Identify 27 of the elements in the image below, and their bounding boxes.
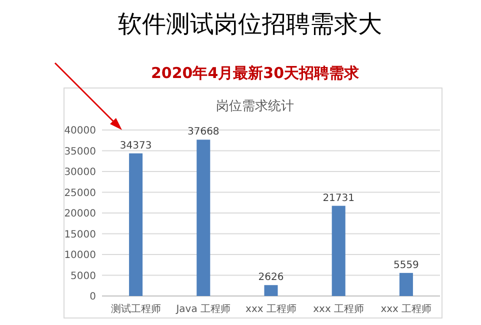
x-tick-label: 测试工程师 — [110, 303, 161, 315]
bar — [399, 272, 413, 296]
y-tick-label: 25000 — [64, 188, 96, 199]
x-tick-label: Java 工程师 — [175, 304, 231, 315]
bar — [332, 206, 346, 296]
x-tick-label: xxx 工程师 — [380, 304, 432, 315]
y-tick-label: 20000 — [64, 208, 96, 220]
data-label: 2626 — [258, 272, 284, 284]
y-tick-label: 40000 — [64, 126, 96, 136]
y-tick-label: 0 — [90, 292, 96, 302]
y-tick-label: 10000 — [64, 250, 96, 261]
bar — [196, 140, 210, 296]
bar — [129, 153, 143, 296]
x-tick-label: xxx 工程师 — [246, 304, 296, 315]
data-label: 21731 — [322, 192, 355, 204]
data-label: 37668 — [187, 126, 220, 138]
chart-title: 软件测试岗位招聘需求大 — [118, 10, 382, 38]
data-label: 5559 — [393, 260, 419, 271]
y-tick-label: 5000 — [70, 270, 96, 282]
y-tick-label: 35000 — [64, 146, 96, 158]
text: 岗位需求统计 — [216, 99, 294, 114]
data-label: 34373 — [120, 140, 152, 152]
x-tick-label: xxx 工程师 — [313, 304, 364, 315]
y-tick-label: 15000 — [64, 229, 96, 240]
bar — [264, 285, 278, 296]
chart-subtitle: 2020年4月最新30天招聘需求 — [150, 64, 360, 82]
y-tick-label: 30000 — [64, 167, 96, 178]
